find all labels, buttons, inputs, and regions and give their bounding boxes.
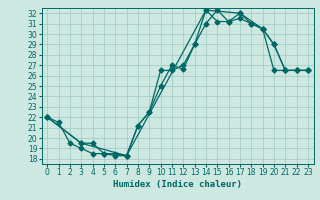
X-axis label: Humidex (Indice chaleur): Humidex (Indice chaleur) xyxy=(113,180,242,189)
